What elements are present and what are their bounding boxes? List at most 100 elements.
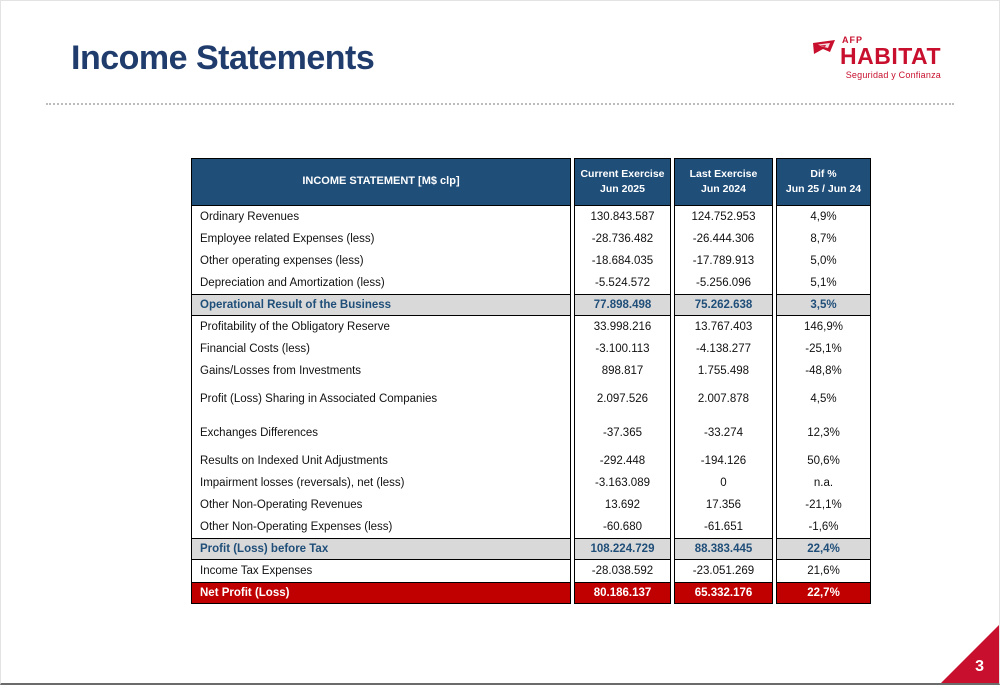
row-dif: n.a. (776, 472, 871, 494)
row-current: 13.692 (574, 494, 671, 516)
header-current-exercise: Current Exercise Jun 2025 (574, 158, 671, 206)
page-title: Income Statements (71, 39, 375, 77)
header-income-statement: INCOME STATEMENT [M$ clp] (191, 158, 571, 206)
row-last: 2.007.878 (674, 382, 773, 416)
row-last: -26.444.306 (674, 228, 773, 250)
row-last: -33.274 (674, 416, 773, 450)
row-label: Ordinary Revenues (191, 206, 571, 228)
table-row: Net Profit (Loss) 80.186.137 65.332.176 22,… (191, 582, 871, 604)
habitat-flag-icon (811, 39, 837, 66)
logo-afp-label: AFP (841, 35, 863, 45)
table-row: Other Non-Operating Expenses (less) -60.6… (191, 516, 871, 538)
row-dif: 5,1% (776, 272, 871, 294)
table-row: Operational Result of the Business 77.898… (191, 294, 871, 316)
row-dif: 8,7% (776, 228, 871, 250)
row-label: Profit (Loss) before Tax (191, 538, 571, 560)
table-row: Results on Indexed Unit Adjustments -292.… (191, 450, 871, 472)
row-current: -3.100.113 (574, 338, 671, 360)
row-current: 2.097.526 (574, 382, 671, 416)
row-label: Impairment losses (reversals), net (less… (191, 472, 571, 494)
table-row: Impairment losses (reversals), net (less… (191, 472, 871, 494)
row-label: Other operating expenses (less) (191, 250, 571, 272)
row-dif: 4,5% (776, 382, 871, 416)
row-last: -194.126 (674, 450, 773, 472)
row-label: Other Non-Operating Revenues (191, 494, 571, 516)
header-last-exercise: Last Exercise Jun 2024 (674, 158, 773, 206)
header-income-statement-label: INCOME STATEMENT [M$ clp] (302, 175, 460, 188)
row-current: 898.817 (574, 360, 671, 382)
row-last: 75.262.638 (674, 294, 773, 316)
row-label: Results on Indexed Unit Adjustments (191, 450, 571, 472)
row-label: Gains/Losses from Investments (191, 360, 571, 382)
row-last: 0 (674, 472, 773, 494)
row-label: Profitability of the Obligatory Reserve (191, 316, 571, 338)
row-label: Financial Costs (less) (191, 338, 571, 360)
table-row: Profit (Loss) before Tax 108.224.729 88.38… (191, 538, 871, 560)
logo-habitat-label: HABITAT (839, 43, 941, 69)
row-current: 33.998.216 (574, 316, 671, 338)
row-current: -28.038.592 (574, 560, 671, 582)
row-label: Employee related Expenses (less) (191, 228, 571, 250)
table-row: Profit (Loss) Sharing in Associated Comp… (191, 382, 871, 416)
table-row: Profitability of the Obligatory Reserve 3… (191, 316, 871, 338)
row-current: -37.365 (574, 416, 671, 450)
table-row: Financial Costs (less) -3.100.113 -4.138.2… (191, 338, 871, 360)
habitat-logo-text: AFP HABITAT Seguridad y Confianza (840, 35, 941, 80)
table-row: Exchanges Differences -37.365 -33.274 12,3% (191, 416, 871, 450)
corner-triangle (941, 625, 999, 683)
row-label: Depreciation and Amortization (less) (191, 272, 571, 294)
row-dif: 4,9% (776, 206, 871, 228)
row-last: 65.332.176 (674, 582, 773, 604)
row-last: -4.138.277 (674, 338, 773, 360)
row-last: -23.051.269 (674, 560, 773, 582)
table-row: Income Tax Expenses -28.038.592 -23.051.26… (191, 560, 871, 582)
row-dif: 3,5% (776, 294, 871, 316)
row-current: -292.448 (574, 450, 671, 472)
row-dif: -25,1% (776, 338, 871, 360)
income-statement-table: INCOME STATEMENT [M$ clp] Current Exerci… (191, 158, 871, 604)
row-current: -28.736.482 (574, 228, 671, 250)
row-label: Exchanges Differences (191, 416, 571, 450)
row-last: 124.752.953 (674, 206, 773, 228)
row-last: -61.651 (674, 516, 773, 538)
row-dif: 12,3% (776, 416, 871, 450)
row-dif: 22,4% (776, 538, 871, 560)
row-last: 17.356 (674, 494, 773, 516)
row-current: 108.224.729 (574, 538, 671, 560)
row-current: -5.524.572 (574, 272, 671, 294)
row-label: Net Profit (Loss) (191, 582, 571, 604)
row-dif: 50,6% (776, 450, 871, 472)
table-row: Depreciation and Amortization (less) -5.5… (191, 272, 871, 294)
row-current: -60.680 (574, 516, 671, 538)
row-last: -5.256.096 (674, 272, 773, 294)
table-row: Other operating expenses (less) -18.684.0… (191, 250, 871, 272)
row-current: -18.684.035 (574, 250, 671, 272)
row-current: 77.898.498 (574, 294, 671, 316)
row-dif: 21,6% (776, 560, 871, 582)
table-row: Other Non-Operating Revenues 13.692 17.356… (191, 494, 871, 516)
row-dif: 146,9% (776, 316, 871, 338)
page-number: 3 (975, 658, 984, 675)
row-last: 88.383.445 (674, 538, 773, 560)
row-current: 130.843.587 (574, 206, 671, 228)
row-dif: 22,7% (776, 582, 871, 604)
table-row: Gains/Losses from Investments 898.817 1.75… (191, 360, 871, 382)
title-divider (46, 103, 954, 105)
row-last: -17.789.913 (674, 250, 773, 272)
row-dif: -48,8% (776, 360, 871, 382)
header-dif-percent: Dif % Jun 25 / Jun 24 (776, 158, 871, 206)
table-header-row: INCOME STATEMENT [M$ clp] Current Exerci… (191, 158, 871, 206)
habitat-logo: AFP HABITAT Seguridad y Confianza (811, 35, 941, 80)
row-current: 80.186.137 (574, 582, 671, 604)
table-row: Employee related Expenses (less) -28.736.… (191, 228, 871, 250)
row-label: Profit (Loss) Sharing in Associated Comp… (191, 382, 571, 416)
row-current: -3.163.089 (574, 472, 671, 494)
table-row: Ordinary Revenues 130.843.587 124.752.953 4… (191, 206, 871, 228)
row-label: Operational Result of the Business (191, 294, 571, 316)
row-dif: -1,6% (776, 516, 871, 538)
row-last: 1.755.498 (674, 360, 773, 382)
logo-tagline: Seguridad y Confianza (845, 70, 941, 80)
row-dif: 5,0% (776, 250, 871, 272)
row-dif: -21,1% (776, 494, 871, 516)
